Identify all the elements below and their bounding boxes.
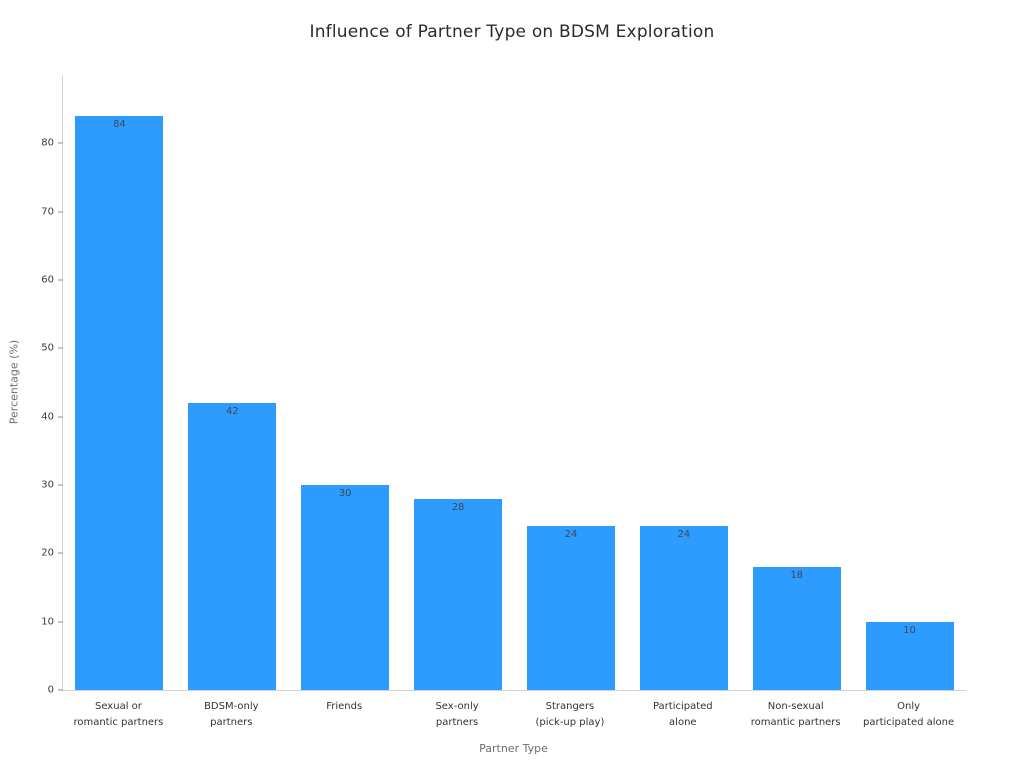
y-tick-mark	[58, 484, 63, 486]
bars-container: 84 42 30 28 24 24 18 10	[63, 75, 966, 690]
x-tick-label: Sexual or romantic partners	[73, 701, 164, 728]
y-tick: 0	[48, 685, 63, 696]
y-tick: 60	[41, 275, 63, 286]
bar-slot: 24	[515, 75, 628, 690]
y-tick-mark	[58, 279, 63, 281]
x-tick-label: Non-sexual romantic partners	[750, 701, 841, 728]
y-tick-label: 40	[41, 411, 54, 423]
x-axis-label: Partner Type	[479, 742, 548, 755]
bar-value-label: 28	[451, 501, 465, 513]
y-tick-label: 70	[41, 206, 54, 218]
bar-slot: 84	[63, 75, 176, 690]
bar: 10	[865, 621, 954, 690]
bar-slot: 18	[740, 75, 853, 690]
y-tick-label: 20	[41, 547, 54, 559]
y-tick-label: 30	[41, 479, 54, 491]
x-axis-tick-labels: Sexual or romantic partners BDSM-only par…	[62, 699, 965, 730]
y-tick: 40	[41, 411, 63, 422]
bar: 42	[188, 403, 277, 690]
bar-value-label: 10	[903, 624, 916, 636]
x-tick-label: Sex-only partners	[435, 701, 479, 728]
bar-slot: 30	[289, 75, 402, 690]
bar: 30	[301, 485, 390, 690]
y-tick: 50	[41, 343, 63, 354]
bar-slot: 24	[627, 75, 740, 690]
y-axis-ticks: 0 10 20 30 40 50 60 70 80	[41, 75, 966, 696]
bar: 84	[75, 116, 164, 690]
y-tick-mark	[58, 142, 63, 144]
chart-title: Influence of Partner Type on BDSM Explor…	[309, 22, 715, 42]
y-tick: 30	[41, 480, 63, 491]
bar-slot: 42	[176, 75, 289, 690]
x-tick-label: Participated alone	[652, 701, 713, 728]
y-tick-label: 60	[41, 274, 54, 286]
bar-value-label: 24	[677, 529, 691, 540]
bar-value-label: 84	[113, 119, 126, 130]
y-tick-label: 10	[41, 616, 54, 628]
y-tick-mark	[58, 552, 63, 554]
bar: 24	[526, 526, 615, 690]
y-tick-label: 0	[47, 684, 54, 696]
bar-slot: 28	[402, 75, 515, 690]
plot-area: 0 10 20 30 40 50 60 70 80 84 42 30 28 24 24 18 10	[41, 75, 966, 696]
y-tick-label: 50	[41, 342, 54, 354]
y-tick-mark	[58, 621, 63, 623]
y-tick-mark	[58, 689, 63, 691]
x-tick-label: BDSM-only partners	[204, 701, 259, 728]
bar: 28	[414, 498, 503, 690]
x-tick-label: Strangers (pick-up play)	[535, 701, 605, 728]
y-tick: 70	[41, 206, 63, 217]
y-tick: 10	[41, 616, 63, 627]
bar-slot: 10	[853, 75, 966, 690]
bar: 18	[752, 567, 841, 690]
bar-value-label: 30	[338, 488, 352, 499]
y-tick-mark	[58, 211, 63, 213]
y-axis-label: Percentage (%)	[7, 339, 21, 425]
bar: 24	[639, 526, 728, 690]
y-tick-mark	[58, 416, 63, 418]
y-tick-label: 80	[41, 137, 54, 149]
bar-value-label: 18	[790, 570, 804, 581]
y-tick-mark	[58, 347, 63, 349]
y-tick: 20	[41, 548, 63, 559]
x-tick-label: Only participated alone	[862, 701, 955, 728]
x-tick-label: Friends	[326, 701, 363, 712]
bar-value-label: 42	[225, 406, 239, 417]
y-tick: 80	[41, 138, 63, 149]
bar-value-label: 24	[564, 529, 578, 540]
